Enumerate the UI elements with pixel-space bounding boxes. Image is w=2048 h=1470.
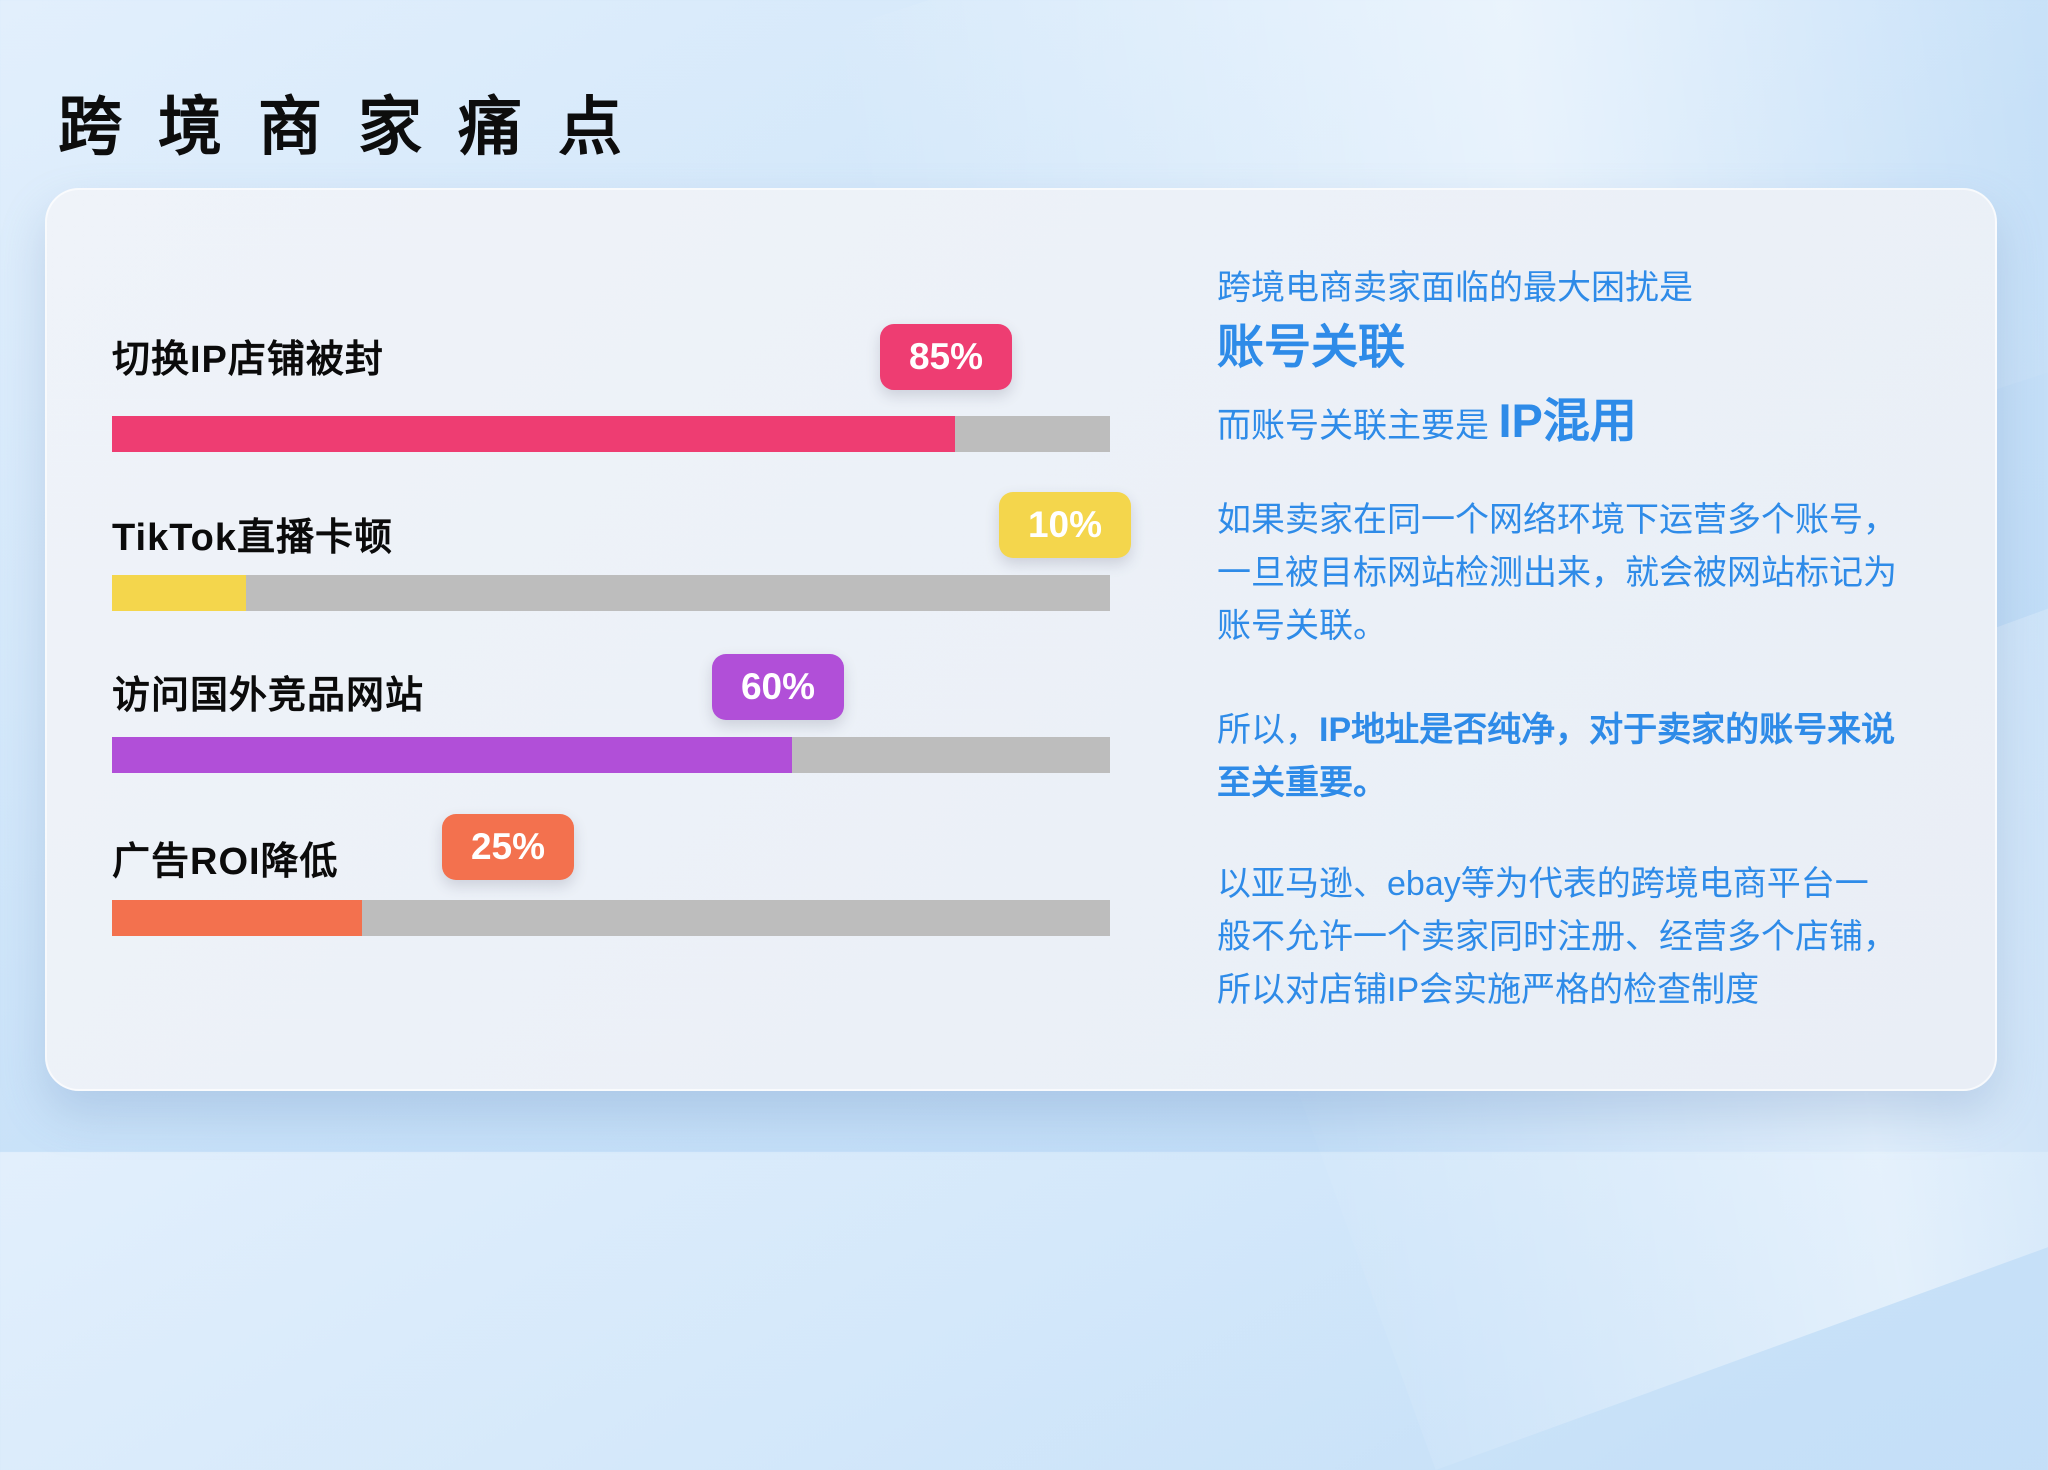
subline-prefix: 而账号关联主要是 <box>1217 407 1499 445</box>
bar-label-ad-roi: 广告ROI降低 <box>112 841 339 883</box>
info-paragraph-ip-purity: 所以，IP地址是否纯净，对于卖家的账号来说 至关重要。 <box>1217 711 1896 802</box>
bar-label-foreign-sites: 访问国外竞品网站 <box>112 675 425 717</box>
bar-fill-ad-roi <box>112 900 363 936</box>
value-badge-85: 85% <box>880 324 1012 390</box>
value-badge-10: 10% <box>999 492 1131 558</box>
bar-track <box>112 575 1110 611</box>
bar-label-ip-switch-ban: 切换IP店铺被封 <box>112 339 384 381</box>
info-paragraph-account-detection: 如果卖家在同一个网络环境下运营多个账号， 一旦被目标网站检测出来，就会被网站标记… <box>1217 501 1897 645</box>
value-badge-25: 25% <box>442 814 574 880</box>
pain-points-bar-chart: 切换IP店铺被封 85% TikTok直播卡顿 10% 访问国外竞品网站 60%… <box>47 190 1995 1089</box>
bar-label-tiktok-lag: TikTok直播卡顿 <box>112 517 393 559</box>
info-headline-account-linking: 账号关联 <box>1217 320 1405 373</box>
bar-fill-ip-switch-ban <box>112 416 956 452</box>
info-subline: 而账号关联主要是 IP混用 <box>1217 382 1637 451</box>
bar-track <box>112 900 1110 936</box>
bar-track <box>112 416 1110 452</box>
info-intro-line: 跨境电商卖家面临的最大困扰是 <box>1217 269 1693 307</box>
info-paragraph-platform-rules: 以亚马逊、ebay等为代表的跨境电商平台一 般不允许一个卖家同时注册、经营多个店… <box>1217 865 1897 1009</box>
content-card: 切换IP店铺被封 85% TikTok直播卡顿 10% 访问国外竞品网站 60%… <box>45 188 1997 1091</box>
subline-highlight-ip-mixing: IP混用 <box>1498 394 1637 447</box>
bar-track <box>112 737 1110 773</box>
value-badge-60: 60% <box>712 654 844 720</box>
bar-fill-foreign-sites <box>112 737 792 773</box>
page-title: 跨境商家痛点 <box>58 91 658 163</box>
bar-fill-tiktok-lag <box>112 575 246 611</box>
